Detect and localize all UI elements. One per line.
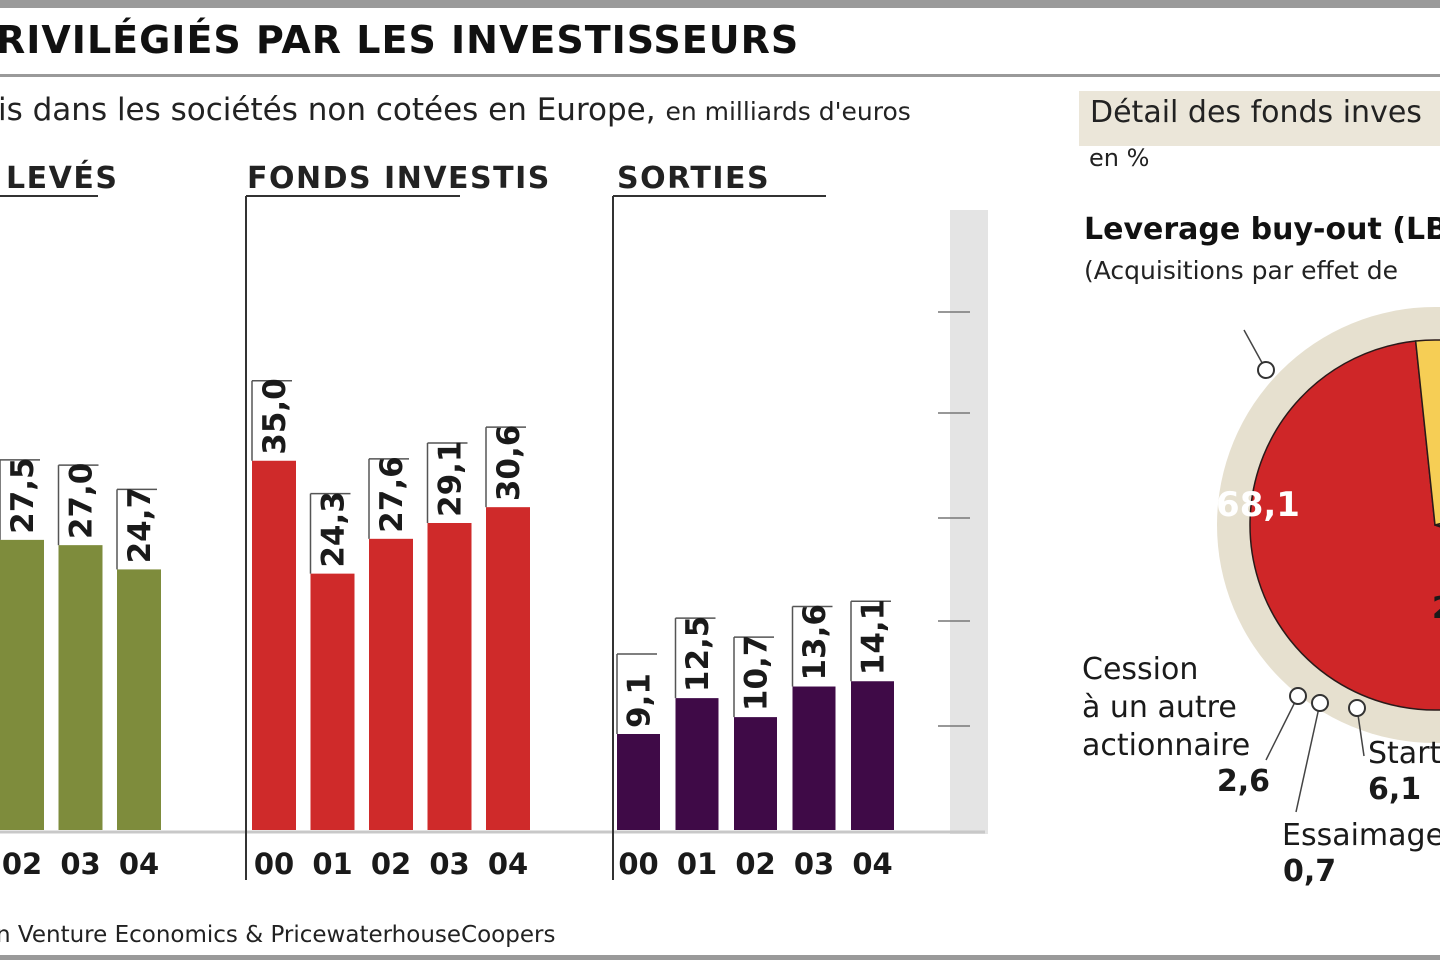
bar-sorties-04 bbox=[851, 681, 894, 830]
top-rule bbox=[0, 0, 1440, 8]
tick-label-sorties-03: 03 bbox=[794, 847, 834, 881]
value-label-fonds-investis-03: 29,1 bbox=[433, 440, 469, 517]
tick-label-sorties-01: 01 bbox=[677, 847, 717, 881]
axis-panel bbox=[950, 210, 988, 834]
chart-subtitle: is dans les sociétés non cotées en Europ… bbox=[0, 92, 911, 128]
page-title: RIVILÉGIÉS PAR LES INVESTISSEURS bbox=[0, 18, 800, 62]
panel-title-sorties: SORTIES bbox=[617, 161, 770, 196]
detail-title-box bbox=[1079, 91, 1440, 146]
title-rule bbox=[0, 74, 1440, 77]
tick-label-sorties-00: 00 bbox=[618, 847, 658, 881]
bar-fonds-investis-03 bbox=[427, 522, 472, 830]
tick-label-fonds-investis-02: 02 bbox=[371, 847, 411, 881]
value-label-levés-03: 27,0 bbox=[64, 463, 100, 540]
unit-label: en milliards d'euros bbox=[665, 97, 911, 126]
bar-fonds-investis-04 bbox=[486, 507, 530, 830]
tick-label-levés-04: 04 bbox=[119, 847, 159, 881]
pie-label-cession-2: actionnaire bbox=[1082, 728, 1250, 763]
bar-sorties-00 bbox=[617, 733, 660, 830]
detail-title: Détail des fonds inves bbox=[1090, 95, 1422, 130]
pie-label-cession-1: à un autre bbox=[1082, 690, 1237, 725]
tick-label-fonds-investis-00: 00 bbox=[254, 847, 294, 881]
pie-label-cession-0: Cession bbox=[1082, 652, 1198, 687]
panel-title-fonds-investis: FONDS INVESTIS bbox=[247, 161, 551, 196]
pie-dot-top bbox=[1257, 361, 1275, 379]
bar-fonds-investis-02 bbox=[369, 538, 413, 830]
pie-dot-cession bbox=[1289, 687, 1307, 705]
detail-unit: en % bbox=[1089, 144, 1150, 172]
value-label-fonds-investis-02: 27,6 bbox=[374, 456, 410, 533]
value-label-fonds-investis-00: 35,0 bbox=[257, 378, 293, 455]
tick-label-fonds-investis-04: 04 bbox=[488, 847, 528, 881]
pie-dot-essaimage-leader bbox=[1295, 702, 1321, 813]
bar-fonds-investis-01 bbox=[310, 573, 355, 830]
lbo-title: Leverage buy-out (LB bbox=[1084, 212, 1440, 247]
bar-levés-02 bbox=[0, 539, 44, 830]
bar-sorties-01 bbox=[675, 698, 719, 830]
value-label-sorties-01: 12,5 bbox=[680, 616, 716, 693]
value-label-levés-02: 27,5 bbox=[5, 457, 41, 534]
bar-sorties-03 bbox=[792, 686, 836, 830]
value-label-fonds-investis-01: 24,3 bbox=[316, 491, 352, 568]
pie-slice-0 bbox=[1249, 340, 1440, 711]
lbo-subtitle: (Acquisitions par effet de bbox=[1084, 256, 1399, 285]
tick-label-sorties-04: 04 bbox=[852, 847, 892, 881]
value-label-fonds-investis-04: 30,6 bbox=[491, 425, 527, 502]
pie-slice-4 bbox=[1414, 339, 1440, 526]
tick-label-levés-02: 02 bbox=[2, 847, 42, 881]
pie-label-essaimage: Essaimage bbox=[1282, 818, 1440, 853]
bottom-rule bbox=[0, 955, 1440, 960]
tick-label-fonds-investis-03: 03 bbox=[429, 847, 469, 881]
source-note: n Venture Economics & PricewaterhouseCoo… bbox=[0, 922, 556, 948]
tick-label-fonds-investis-01: 01 bbox=[312, 847, 352, 881]
pie-dot-start bbox=[1348, 699, 1366, 717]
pie-value-start: 6,1 bbox=[1368, 772, 1421, 807]
pie-label-start: Start bbox=[1368, 736, 1440, 771]
value-label-sorties-02: 10,7 bbox=[739, 635, 775, 712]
pie-slice-value-0: 68,1 bbox=[1216, 485, 1300, 525]
value-label-sorties-04: 14,1 bbox=[856, 599, 892, 676]
bar-levés-04 bbox=[117, 569, 161, 830]
bar-sorties-02 bbox=[734, 717, 777, 830]
tick-label-levés-03: 03 bbox=[60, 847, 100, 881]
pie-dot-essaimage bbox=[1311, 694, 1329, 712]
value-label-sorties-03: 13,6 bbox=[797, 604, 833, 681]
pie-value-essaimage: 0,7 bbox=[1283, 854, 1336, 889]
pie-value-cession: 2,6 bbox=[1217, 764, 1270, 799]
pie-dot-cession-leader bbox=[1265, 695, 1299, 761]
bar-fonds-investis-00 bbox=[252, 460, 296, 830]
panel-title-levés: LEVÉS bbox=[6, 160, 118, 196]
tick-label-sorties-02: 02 bbox=[735, 847, 775, 881]
subtitle-text: is dans les sociétés non cotées en Europ… bbox=[0, 92, 656, 128]
pie-slice-value-4: 2 bbox=[1432, 591, 1440, 626]
value-label-levés-04: 24,7 bbox=[122, 487, 158, 564]
bar-levés-03 bbox=[58, 545, 103, 830]
value-label-sorties-00: 9,1 bbox=[622, 673, 658, 728]
